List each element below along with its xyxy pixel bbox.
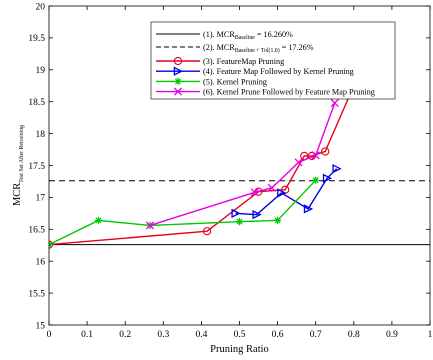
legend-marker-6 bbox=[173, 87, 183, 96]
y-tick-label-10: 19.5 bbox=[28, 34, 45, 44]
x-tick-label-3: 0.2 bbox=[119, 330, 131, 340]
legend-entry-3: (3). FeatureMap Pruning bbox=[156, 56, 284, 66]
legend-marker-5 bbox=[174, 77, 182, 85]
legend-entry-5: (5). Kernel Pruning bbox=[156, 77, 267, 86]
series-layer bbox=[49, 81, 358, 249]
legend-marker-3 bbox=[173, 56, 183, 66]
series-5-point-6 bbox=[312, 176, 320, 184]
series-3-point-2 bbox=[202, 227, 212, 236]
x-tick-label-5: 0.4 bbox=[195, 330, 207, 340]
series-5-point-2 bbox=[94, 216, 103, 224]
x-tick-label-2: 0.1 bbox=[81, 330, 93, 340]
series-6-point-6 bbox=[330, 98, 339, 108]
y-tick-label-9: 19 bbox=[36, 66, 46, 76]
series-5-point-4 bbox=[235, 218, 244, 226]
reference-lines bbox=[49, 180, 430, 246]
series-4 bbox=[231, 164, 342, 220]
series-6-point-5 bbox=[311, 151, 320, 160]
x-tick-label-6: 0.5 bbox=[234, 330, 246, 340]
legend-marker-4 bbox=[173, 66, 184, 76]
series-6-point-4 bbox=[294, 158, 303, 167]
series-6-point-1 bbox=[145, 221, 155, 230]
legend-entry-6: (6). Kernel Prune Followed by Feature Ma… bbox=[156, 87, 375, 97]
series-6-line bbox=[149, 102, 336, 227]
x-tick-label-4: 0.3 bbox=[157, 330, 169, 340]
y-tick-label-7: 18 bbox=[36, 130, 46, 140]
legend-entry-4: (4). Feature Map Followed by Kernel Prun… bbox=[156, 66, 354, 76]
legend: (1). MCRBaseline = 16.260% (2). MCRBasel… bbox=[150, 21, 396, 100]
legend-label-tolerance: (2). MCRBaseline + Tol(1.0) = 17.26% bbox=[203, 43, 314, 54]
y-tick-label-1: 15 bbox=[36, 321, 46, 331]
series-4-point-1 bbox=[231, 208, 241, 219]
series-5-point-5 bbox=[274, 216, 282, 224]
legend-label-baseline-main: (1). MCR bbox=[203, 30, 235, 39]
series-3-point-7 bbox=[321, 147, 330, 156]
legend-label-tolerance-tail: = 17.26% bbox=[280, 43, 314, 52]
x-tick-label-8: 0.7 bbox=[310, 330, 322, 340]
legend-label-baseline-tail: = 16.260% bbox=[255, 30, 293, 39]
y-tick-label-4: 16.5 bbox=[28, 226, 45, 236]
series-4-point-2 bbox=[252, 209, 262, 220]
y-tick-label-11: 20 bbox=[36, 2, 46, 12]
legend-label-tolerance-main: (2). MCR bbox=[203, 43, 235, 52]
y-axis-label-main: MCR bbox=[12, 183, 23, 206]
series-6 bbox=[145, 98, 339, 230]
x-tick-label-11: 1 bbox=[428, 330, 433, 340]
legend-label-baseline: (1). MCRBaseline = 16.260% bbox=[203, 30, 293, 41]
legend-label-4: (4). Feature Map Followed by Kernel Prun… bbox=[203, 67, 354, 76]
series-3-line bbox=[49, 85, 355, 246]
legend-label-6: (6). Kernel Prune Followed by Feature Ma… bbox=[203, 88, 375, 97]
y-tick-label-2: 15.5 bbox=[28, 289, 45, 299]
x-tick-label-7: 0.6 bbox=[272, 330, 284, 340]
legend-series-entries: (3). FeatureMap Pruning(4). Feature Map … bbox=[156, 56, 375, 97]
series-5-line bbox=[49, 179, 317, 246]
y-tick-label-6: 17.5 bbox=[28, 162, 45, 172]
x-tick-label-9: 0.8 bbox=[348, 330, 360, 340]
series-6-point-3 bbox=[267, 183, 276, 192]
legend-label-baseline-sub: Baseline bbox=[235, 35, 255, 41]
legend-label-5: (5). Kernel Pruning bbox=[203, 77, 267, 86]
y-tick-label-8: 18.5 bbox=[28, 98, 45, 108]
y-axis-label-subscript: Test Set After Retraining bbox=[18, 125, 25, 183]
y-tick-label-5: 17 bbox=[36, 194, 46, 204]
x-axis-label: Pruning Ratio bbox=[210, 344, 269, 355]
y-axis-label: MCRTest Set After Retraining bbox=[12, 125, 25, 206]
legend-label-3: (3). FeatureMap Pruning bbox=[203, 57, 284, 66]
series-4-point-3 bbox=[277, 188, 287, 198]
y-axis-label-group: MCRTest Set After Retraining bbox=[12, 125, 25, 206]
legend-label-tolerance-sub: Baseline + Tol(1.0) bbox=[235, 47, 280, 54]
series-4-point-5 bbox=[322, 173, 333, 183]
series-4-point-6 bbox=[332, 164, 342, 174]
series-6-point-2 bbox=[250, 188, 259, 197]
y-tick-label-3: 16 bbox=[36, 258, 46, 268]
x-tick-label-10: 0.9 bbox=[386, 330, 398, 340]
series-4-point-4 bbox=[303, 204, 314, 214]
x-tick-label-1: 0 bbox=[47, 330, 52, 340]
axis-ticks: 0 0.1 0.2 0.3 0.4 0.5 0.6 0.7 0.8 0.9 1 15 15.5 16 16.… bbox=[28, 2, 432, 340]
